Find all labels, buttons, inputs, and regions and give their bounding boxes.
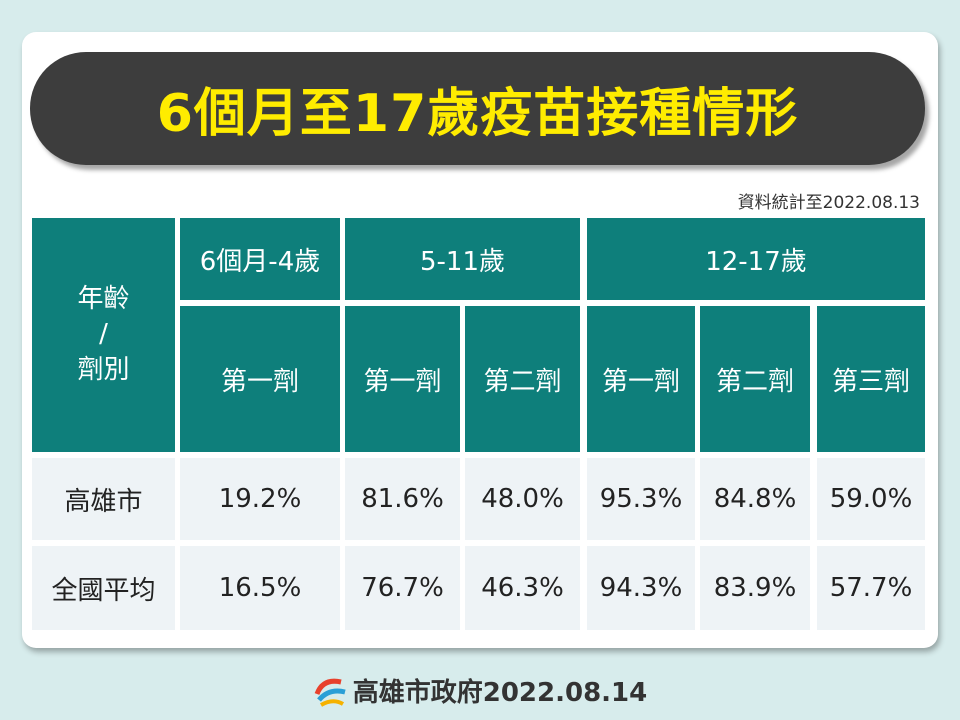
dose-header: 第三劑 bbox=[817, 306, 925, 452]
corner-header: 年齡 / 劑別 bbox=[32, 218, 175, 452]
corner-line: 劑別 bbox=[77, 354, 130, 385]
value-cell: 83.9% bbox=[700, 546, 810, 630]
value-cell: 19.2% bbox=[180, 458, 340, 540]
dose-header: 第二劑 bbox=[700, 306, 810, 452]
corner-line: 年齡 bbox=[77, 284, 130, 315]
value-cell: 57.7% bbox=[817, 546, 925, 630]
value-cell: 94.3% bbox=[587, 546, 695, 630]
row-label: 全國平均 bbox=[32, 546, 175, 630]
dose-header: 第二劑 bbox=[465, 306, 580, 452]
dose-header: 第一劑 bbox=[180, 306, 340, 452]
value-cell: 48.0% bbox=[465, 458, 580, 540]
dose-header: 第一劑 bbox=[587, 306, 695, 452]
title: 6個月至17歲疫苗接種情形 bbox=[156, 84, 799, 144]
logo bbox=[314, 678, 346, 707]
data-note: 資料統計至2022.08.13 bbox=[737, 193, 920, 213]
value-cell: 81.6% bbox=[345, 458, 460, 540]
value-cell: 84.8% bbox=[700, 458, 810, 540]
value-cell: 95.3% bbox=[587, 458, 695, 540]
dose-header: 第一劑 bbox=[345, 306, 460, 452]
footer: 高雄市政府2022.08.14 bbox=[0, 672, 960, 709]
value-cell: 16.5% bbox=[180, 546, 340, 630]
row-label: 高雄市 bbox=[32, 458, 175, 540]
group-header: 5-11歲 bbox=[345, 218, 580, 300]
group-header: 6個月-4歲 bbox=[180, 218, 340, 300]
group-header: 12-17歲 bbox=[587, 218, 925, 300]
title-banner: 6個月至17歲疫苗接種情形 bbox=[30, 52, 925, 165]
value-cell: 59.0% bbox=[817, 458, 925, 540]
value-cell: 46.3% bbox=[465, 546, 580, 630]
corner-line: / bbox=[99, 319, 108, 350]
value-cell: 76.7% bbox=[345, 546, 460, 630]
footer-text: 高雄市政府2022.08.14 bbox=[352, 678, 648, 708]
